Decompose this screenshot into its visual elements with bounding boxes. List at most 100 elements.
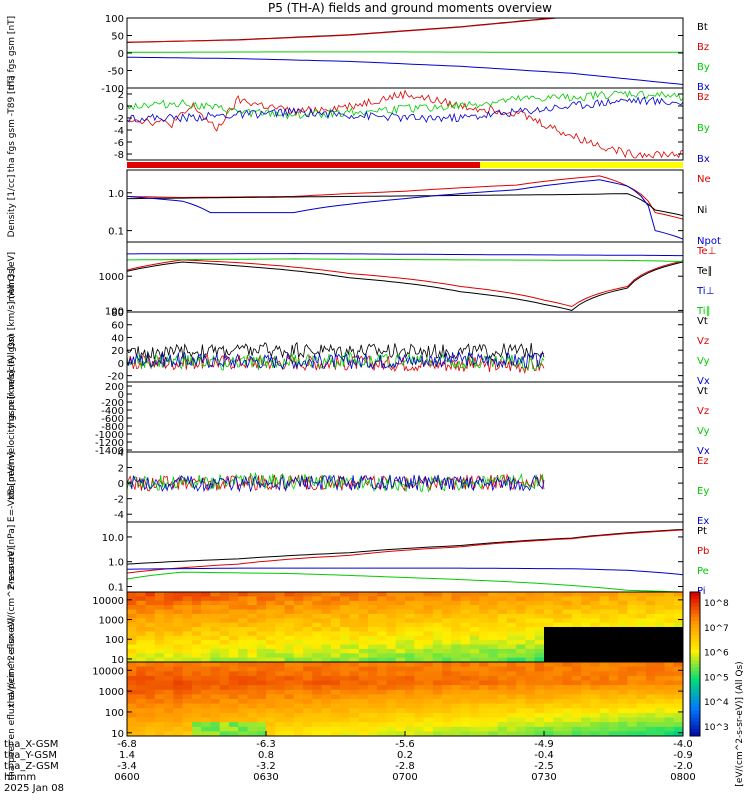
- ytick-efield: 2: [118, 464, 124, 475]
- time-row-value: -0.9: [673, 750, 693, 761]
- line-density-2: [127, 179, 683, 240]
- ytick-peir_vel: 20: [111, 346, 124, 357]
- mode-segment: [127, 162, 481, 168]
- legend-bfgs: By: [697, 62, 710, 73]
- ylabel-density: Density [1/cc]: [7, 175, 17, 238]
- ytick-peer_vel: 200: [105, 382, 124, 393]
- legend-bfgs: Bt: [697, 22, 708, 33]
- panel-peer_spec: 10000 1000 100 10 tha peer en eflux eV/(cm^2…: [7, 618, 684, 781]
- series-temp: [127, 252, 683, 311]
- line-pressure-3: [127, 567, 683, 576]
- ylabel-bfgs_t89: tha fgs gsm -T89 [nT]: [7, 76, 17, 173]
- ytick-peer_vel: -1200: [95, 438, 124, 449]
- time-row-label: tha_Z-GSM: [4, 761, 59, 772]
- line-pressure-1: [127, 529, 683, 574]
- ytick-efield: -2: [114, 495, 124, 506]
- time-row-value: 0730: [531, 772, 556, 783]
- frame-pressure: [126, 521, 684, 593]
- ytick-peer_vel: -800: [101, 422, 124, 433]
- ytick-peer_spec: 10000: [92, 666, 124, 677]
- ytick-temp: 1000: [99, 272, 124, 283]
- time-row-value: -4.0: [673, 739, 693, 750]
- mode-bar: [127, 162, 683, 168]
- legend-efield: Ex: [697, 516, 709, 527]
- colorbar: 10^8 10^7 10^6 10^5 10^4 10^3 [eV/(cm^2-s-sr-e…: [689, 591, 745, 787]
- heatmap-peer_spec: [127, 662, 683, 736]
- ytick-peir_vel: 80: [111, 308, 124, 319]
- colorbar-label: [eV/(cm^2-s-sr-eV)] (All Qs): [735, 661, 745, 786]
- ytick-efield: 4: [118, 448, 124, 459]
- ytick-bfgs_t89: -8: [114, 150, 124, 161]
- ylabel-pressure: Pressure [nPa]: [7, 525, 17, 590]
- legend-pressure: Pb: [697, 546, 709, 557]
- legend-peir_vel: Vx: [697, 376, 710, 387]
- ytick-temp: 100: [105, 306, 124, 317]
- ylabel-temp: mom3 [eV]: [7, 252, 17, 302]
- legend-peer_vel: Vt: [697, 386, 708, 397]
- time-row-value: -2.0: [673, 761, 693, 772]
- ylabel-peer_vel: tha peer velocity gsm [km/s] (All Qs): [7, 334, 17, 499]
- line-temp-2: [127, 252, 683, 257]
- legend-bfgs_t89: Bx: [697, 154, 710, 165]
- ytick-bfgs: 100: [105, 14, 124, 25]
- ytick-peer_spec: 1000: [99, 687, 124, 698]
- legend-temp: Te∥: [696, 266, 713, 277]
- series-efield: [127, 471, 545, 493]
- time-row-value: 0.8: [258, 750, 274, 761]
- legend-peer_vel: Vy: [697, 426, 710, 437]
- colorbar-frame: [689, 591, 701, 737]
- time-row-label: tha_X-GSM: [4, 739, 58, 750]
- time-row-label: tha_Y-GSM: [4, 750, 57, 761]
- time-row-value: -2.5: [534, 761, 554, 772]
- ytick-pressure: 10.0: [102, 533, 124, 544]
- ylabel-peer_spec: tha peer en eflux eV/(cm^2-s-sr-eV): [7, 618, 17, 781]
- ytick-bfgs: -50: [108, 67, 124, 78]
- panel-bfgs_t89: 20-2-4-6-8 tha fgs gsm -T89 [nT] Bz By Bx: [7, 76, 710, 173]
- line-bfgs_t89-1: [127, 90, 683, 120]
- line-density-1: [127, 193, 683, 217]
- heatmap-peir_spec: [127, 592, 683, 662]
- ytick-peir_vel: 40: [111, 333, 124, 344]
- colorbar-tick: 10^5: [704, 673, 729, 683]
- time-row-value: -6.3: [256, 739, 276, 750]
- legend-peir_vel: Vz: [697, 336, 709, 347]
- time-row-value: 0800: [670, 772, 695, 783]
- ytick-peir_spec: 1000: [99, 616, 124, 627]
- ytick-peer_vel: -600: [101, 414, 124, 425]
- frame-density: [126, 169, 684, 243]
- ytick-bfgs_t89: 2: [118, 90, 124, 101]
- line-bfgs-1: [127, 18, 563, 43]
- time-row-value: -0.4: [534, 750, 554, 761]
- legend-temp: Ti∥: [696, 306, 711, 317]
- ytick-density: 0.1: [108, 227, 124, 238]
- line-bfgs_t89-2: [127, 96, 683, 124]
- line-peir_vel-1: [127, 353, 545, 375]
- legend-peir_vel: Vt: [697, 316, 708, 327]
- ytick-bfgs: 0: [118, 49, 124, 60]
- panel-pressure: 10.0 1.0 0.1 Pressure [nPa] Pt Pb Pe Pi: [7, 521, 709, 597]
- ytick-peer_spec: 10: [111, 729, 124, 740]
- ytick-density: 1.0: [108, 189, 124, 200]
- ytick-efield: -4: [114, 510, 124, 521]
- line-efield-2: [127, 474, 545, 493]
- ylabel-peir_vel: tha peir velocity gsm [km/s] (All Qs): [7, 266, 17, 428]
- ytick-pressure: 1.0: [108, 558, 124, 569]
- line-bfgs-3: [127, 56, 683, 85]
- time-row-label: hhmm: [4, 772, 36, 783]
- line-temp-1: [127, 261, 683, 311]
- time-row-value: 0.2: [397, 750, 413, 761]
- ytick-peer_vel: -200: [101, 398, 124, 409]
- ytick-peir_spec: 10000: [92, 596, 124, 607]
- time-row-value: -4.9: [534, 739, 554, 750]
- ylabel-efield: E=-VxB [mV/m]: [7, 452, 17, 522]
- line-temp-0: [127, 259, 683, 308]
- ytick-bfgs_t89: -6: [114, 138, 124, 149]
- time-row-value: 0600: [114, 772, 139, 783]
- series-density: [127, 175, 683, 240]
- time-row-value: -5.6: [395, 739, 415, 750]
- legend-efield: Ey: [697, 486, 709, 497]
- ytick-peir_vel: -20: [108, 372, 124, 383]
- date-label: 2025 Jan 08: [4, 783, 64, 794]
- ytick-peir_spec: 100: [105, 635, 124, 646]
